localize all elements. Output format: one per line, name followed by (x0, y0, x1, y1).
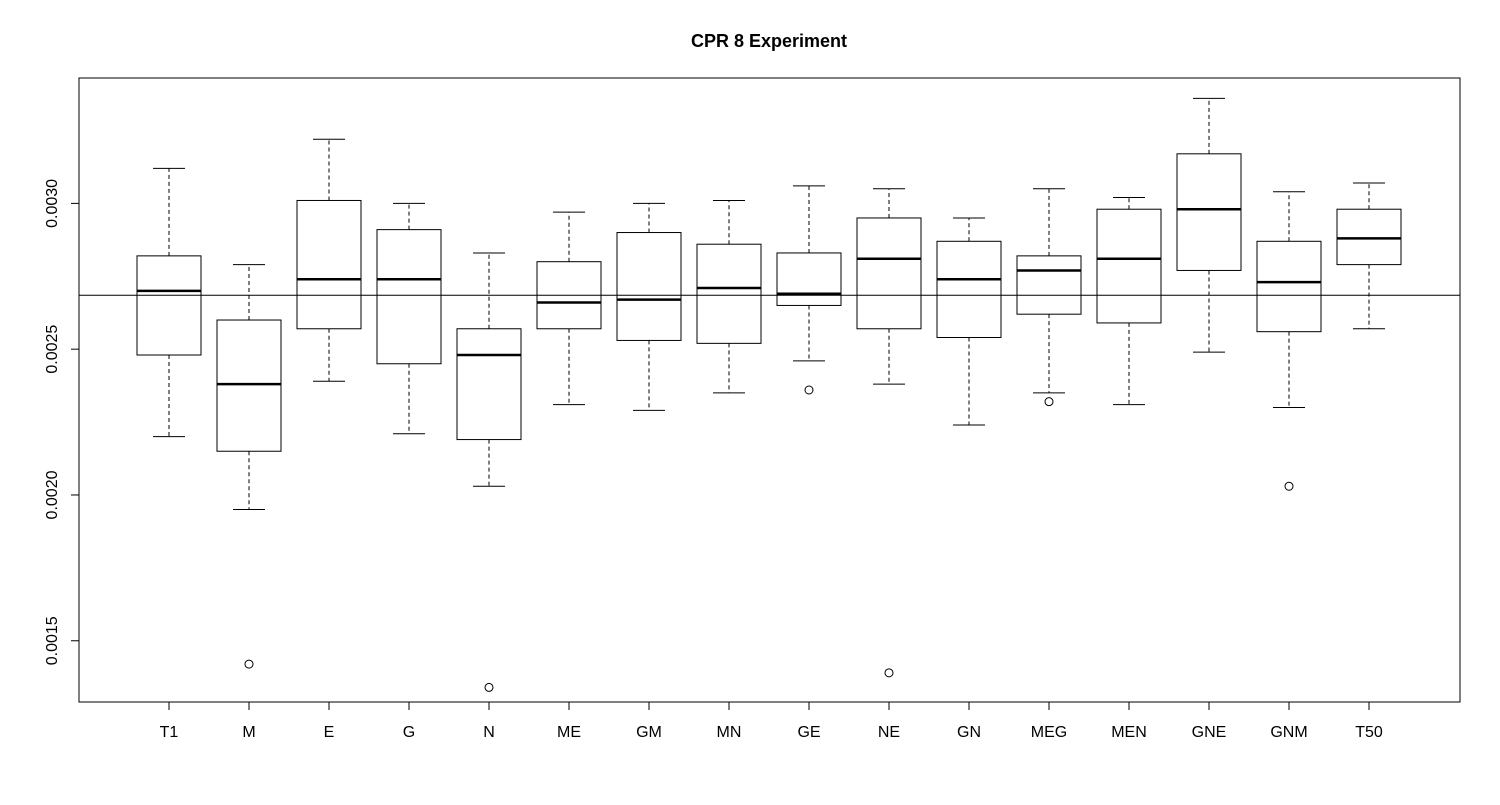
x-tick-label: E (324, 724, 335, 741)
box-g (376, 202, 442, 435)
box-men (1096, 197, 1162, 406)
box-mn (696, 199, 762, 394)
y-tick-label: 0.0015 (44, 616, 61, 665)
x-tick-label: GM (636, 724, 662, 741)
box-iqr (696, 243, 762, 344)
x-tick-label: M (242, 724, 255, 741)
box-iqr (136, 255, 202, 356)
y-tick-label: 0.0020 (44, 470, 61, 519)
box-ge (776, 185, 842, 395)
x-tick-label: GN (957, 724, 981, 741)
x-tick-label: GNE (1192, 724, 1227, 741)
box-iqr (296, 199, 362, 330)
box-gne (1176, 97, 1242, 353)
x-tick-label: MEN (1111, 724, 1147, 741)
x-tick-label: MN (717, 724, 742, 741)
y-axis: 0.0015 0.0020 0.0025 0.0030 (44, 179, 79, 665)
x-axis: T1 M E G N ME GM MN GE NE GN MEG MEN GNE GNM T50 (160, 702, 1383, 741)
box-gnm (1256, 191, 1322, 491)
box-meg (1016, 188, 1082, 407)
box-iqr (856, 217, 922, 330)
x-tick-label: GNM (1270, 724, 1307, 741)
box-me (536, 211, 602, 406)
box-e (296, 138, 362, 382)
box-t1 (136, 167, 202, 438)
box-gm (616, 202, 682, 411)
box-iqr (1256, 240, 1322, 333)
outlier-point (1284, 481, 1294, 491)
x-tick-label: GE (797, 724, 820, 741)
box-gn (936, 217, 1002, 426)
x-tick-label: NE (878, 724, 900, 741)
box-n (456, 252, 522, 692)
box-iqr (216, 319, 282, 452)
x-tick-label: ME (557, 724, 581, 741)
boxes-layer (136, 97, 1402, 692)
outlier-point (804, 385, 814, 395)
box-ne (856, 188, 922, 678)
y-tick-label: 0.0030 (44, 179, 61, 228)
box-iqr (1096, 208, 1162, 324)
box-iqr (1016, 255, 1082, 315)
x-tick-label: MEG (1031, 724, 1067, 741)
plot-frame (78, 77, 1461, 703)
box-iqr (1336, 208, 1402, 266)
box-iqr (536, 261, 602, 330)
box-m (216, 264, 282, 669)
box-iqr (616, 232, 682, 341)
box-iqr (376, 229, 442, 365)
box-iqr (936, 240, 1002, 339)
outlier-point (244, 659, 254, 669)
x-tick-label: G (403, 724, 415, 741)
x-tick-label: T1 (160, 724, 179, 741)
box-iqr (776, 252, 842, 306)
box-t50 (1336, 182, 1402, 330)
outlier-point (1044, 397, 1054, 407)
outlier-point (484, 682, 494, 692)
x-tick-label: T50 (1355, 724, 1383, 741)
outlier-point (884, 668, 894, 678)
y-tick-label: 0.0025 (44, 325, 61, 374)
x-tick-label: N (483, 724, 495, 741)
box-iqr (1176, 153, 1242, 271)
box-iqr (456, 328, 522, 441)
chart-title: CPR 8 Experiment (691, 31, 847, 51)
